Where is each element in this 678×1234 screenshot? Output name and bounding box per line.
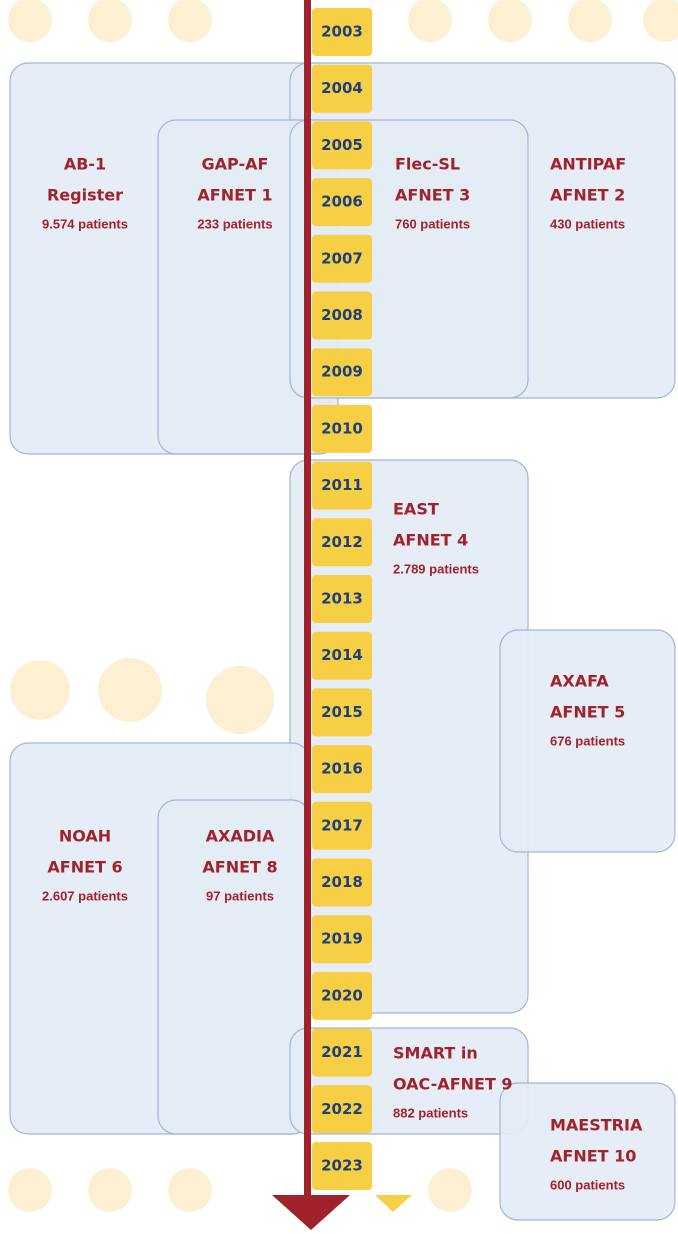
study-name: AFNET 3 xyxy=(395,186,470,205)
year-label: 2003 xyxy=(321,23,363,41)
study-patients: 760 patients xyxy=(395,216,470,231)
study-patients: 233 patients xyxy=(197,216,272,231)
study-name: ANTIPAF xyxy=(550,155,626,174)
study-name: MAESTRIA xyxy=(550,1116,643,1135)
year-label: 2006 xyxy=(321,193,363,211)
study-patients: 2.789 patients xyxy=(393,561,479,576)
study-name: AFNET 6 xyxy=(47,858,122,877)
study-name: SMART in xyxy=(393,1044,478,1063)
study-name: AXAFA xyxy=(550,672,609,691)
timeline-diagram: 2003 2004 2005 2006 2007 2008 2009 2010 2011 2012… xyxy=(0,0,678,1230)
study-patients: 2.607 patients xyxy=(42,888,128,903)
study-box xyxy=(158,800,310,1134)
study-name: Flec-SL xyxy=(395,155,460,174)
year-label: 2015 xyxy=(321,703,363,721)
study-name: AB-1 xyxy=(64,155,106,174)
study-patients: 882 patients xyxy=(393,1105,468,1120)
year-label: 2020 xyxy=(321,986,363,1004)
year-label: 2009 xyxy=(321,363,363,381)
year-label: 2022 xyxy=(321,1100,363,1118)
study-name: NOAH xyxy=(59,827,111,846)
year-label: 2005 xyxy=(321,136,363,154)
study-patients: 676 patients xyxy=(550,733,625,748)
year-label: 2014 xyxy=(321,646,363,664)
study-patients: 97 patients xyxy=(206,888,274,903)
year-label: 2021 xyxy=(321,1043,363,1061)
study-name: AFNET 4 xyxy=(393,531,468,550)
year-label: 2007 xyxy=(321,249,363,267)
study-patients: 430 patients xyxy=(550,216,625,231)
year-label: 2008 xyxy=(321,306,363,324)
study-patients: 9.574 patients xyxy=(42,216,128,231)
year-label: 2012 xyxy=(321,533,363,551)
year-label: 2023 xyxy=(321,1157,363,1175)
study-name: EAST xyxy=(393,500,439,519)
year-label: 2018 xyxy=(321,873,363,891)
study-name: AFNET 1 xyxy=(197,186,272,205)
year-label: 2016 xyxy=(321,760,363,778)
study-name: AFNET 2 xyxy=(550,186,625,205)
year-label: 2010 xyxy=(321,419,363,437)
study-name: OAC-AFNET 9 xyxy=(393,1075,513,1094)
year-label: 2013 xyxy=(321,590,363,608)
timeline-line xyxy=(304,0,311,1200)
year-label: 2017 xyxy=(321,816,363,834)
study-name: AXADIA xyxy=(206,827,275,846)
year-label: 2019 xyxy=(321,930,363,948)
study-name: AFNET 5 xyxy=(550,703,625,722)
year-label: 2011 xyxy=(321,476,363,494)
study-name: AFNET 10 xyxy=(550,1147,636,1166)
study-name: AFNET 8 xyxy=(202,858,277,877)
year-label: 2004 xyxy=(321,79,363,97)
study-name: GAP-AF xyxy=(202,155,269,174)
study-patients: 600 patients xyxy=(550,1177,625,1192)
study-name: Register xyxy=(47,186,123,205)
